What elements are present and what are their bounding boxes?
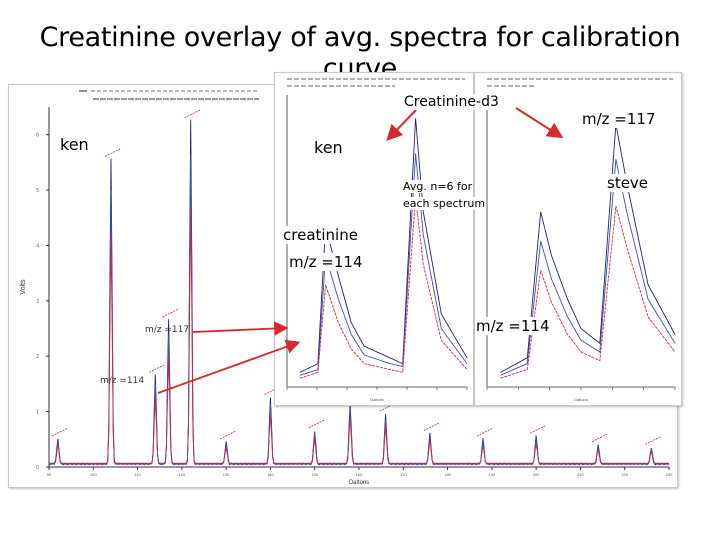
label-steve: steve bbox=[607, 174, 649, 192]
inset-series bbox=[299, 197, 468, 379]
peak-annotation bbox=[591, 433, 609, 442]
x-tick-label: 130 bbox=[223, 472, 230, 477]
x-tick-label: 100 bbox=[90, 472, 97, 477]
peak-annotation bbox=[184, 109, 201, 118]
label-avg-line1: Avg. n=6 for bbox=[403, 180, 473, 193]
x-tick-label: 180 bbox=[444, 472, 451, 477]
x-tick-label: 200 bbox=[533, 472, 540, 477]
label-creatinine: creatinine bbox=[283, 226, 358, 244]
peak-annotation bbox=[51, 427, 69, 437]
label-main-mz117: m/z =117 bbox=[145, 325, 190, 335]
inset-series bbox=[299, 153, 468, 376]
inset-left-legend bbox=[287, 78, 465, 87]
spectrum-series bbox=[48, 207, 670, 466]
x-tick-label: 190 bbox=[489, 472, 496, 477]
inset-series bbox=[500, 159, 676, 376]
x-tick-label: 170 bbox=[400, 472, 407, 477]
peak-annotation bbox=[645, 436, 662, 445]
x-tick-label: 140 bbox=[267, 472, 274, 477]
peak-annotation bbox=[529, 424, 547, 434]
x-axis-label: Daltons bbox=[349, 480, 369, 486]
y-tick-label: 1 bbox=[36, 410, 39, 416]
legend-header bbox=[79, 90, 259, 100]
x-tick-label: 220 bbox=[621, 472, 628, 477]
main-trace bbox=[48, 119, 670, 466]
y-tick-label: 0 bbox=[36, 465, 39, 471]
label-mz114-left: m/z =114 bbox=[289, 253, 363, 271]
inset-series bbox=[299, 118, 468, 373]
label-mz114-right: m/z =114 bbox=[476, 317, 550, 335]
y-tick-label: 6 bbox=[36, 133, 39, 139]
label-avg-line2: each spectrum bbox=[403, 197, 486, 210]
y-tick-label: 5 bbox=[36, 188, 39, 194]
inset-x-label: Daltons bbox=[574, 397, 588, 402]
inset-left-chart: Daltons bbox=[286, 78, 468, 402]
peak-annotation bbox=[476, 427, 494, 437]
x-tick-label: 110 bbox=[134, 472, 141, 477]
slide-title: Creatinine overlay of avg. spectra for c… bbox=[39, 22, 681, 84]
label-mz117-top: m/z =117 bbox=[582, 110, 656, 128]
label-ken-left: ken bbox=[60, 135, 89, 154]
inset-series bbox=[500, 124, 676, 373]
y-axis-label: Volts bbox=[20, 279, 27, 295]
inset-right-legend bbox=[487, 78, 673, 87]
peak-annotation bbox=[423, 422, 441, 431]
inset-right-chart: Daltons bbox=[486, 78, 676, 402]
x-tick-label: 90 bbox=[47, 472, 52, 477]
label-ken-right: ken bbox=[314, 138, 343, 157]
peak-annotation bbox=[162, 308, 179, 318]
label-main-mz114: m/z =114 bbox=[100, 376, 145, 386]
main-spectrum-chart: 0 1 2 3 4 5 6 90 100 110 120 130 140 150 160 170 180 190 2… bbox=[20, 90, 673, 486]
main-axes: 0 1 2 3 4 5 6 90 100 110 120 130 140 150 160 170 180 190 2… bbox=[20, 107, 673, 486]
peak-annotation bbox=[219, 430, 237, 440]
x-tick-label: 150 bbox=[311, 472, 318, 477]
inset-x-label: Daltons bbox=[370, 397, 384, 402]
peak-annotation bbox=[104, 148, 122, 157]
inset-series bbox=[500, 205, 676, 379]
x-tick-label: 210 bbox=[577, 472, 584, 477]
y-tick-label: 4 bbox=[36, 243, 39, 249]
label-creatinine-d3: Creatinine-d3 bbox=[404, 94, 499, 110]
x-tick-label: 230 bbox=[666, 472, 673, 477]
x-tick-label: 160 bbox=[356, 472, 363, 477]
x-tick-label: 120 bbox=[179, 472, 186, 477]
y-tick-label: 2 bbox=[36, 354, 39, 360]
y-tick-label: 3 bbox=[36, 299, 39, 305]
peak-annotation bbox=[149, 364, 166, 373]
peak-annotation bbox=[308, 419, 325, 429]
